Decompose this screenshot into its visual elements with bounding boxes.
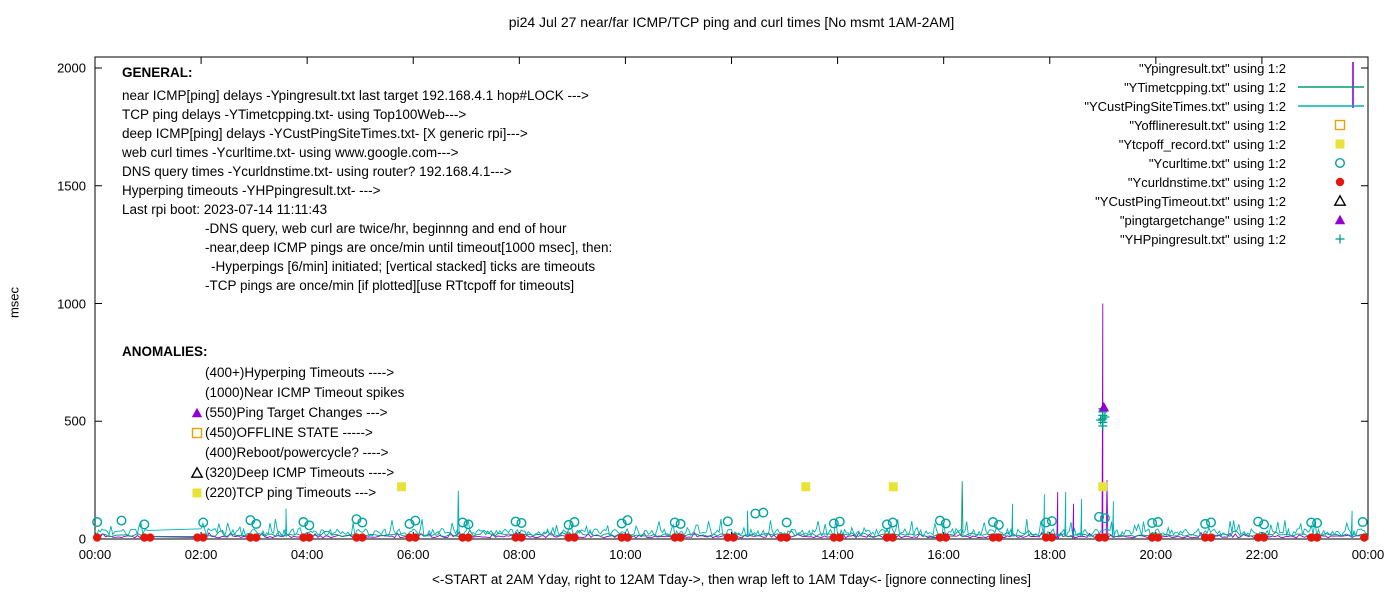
x-tick-label: 22:00 <box>1245 547 1279 562</box>
anomaly-text: (320)Deep ICMP Timeouts ----> <box>205 464 395 480</box>
anomaly-text: (1000)Near ICMP Timeout spikes <box>205 384 405 400</box>
legend-square-open-sample-icon <box>1334 119 1346 131</box>
anomaly-item: (400)Reboot/powercycle? ----> <box>205 442 404 462</box>
x-tick-label: 04:00 <box>290 547 324 562</box>
general-line: deep ICMP[ping] delays -YCustPingSiteTim… <box>122 126 528 141</box>
legend-entry: "Ycurltime.txt" using 1:2 <box>1149 154 1366 172</box>
legend-circle-open-sample-icon <box>1335 157 1346 169</box>
x-tick-label: 12:00 <box>715 547 748 562</box>
general-line: TCP ping delays -YTimetcpping.txt- using… <box>122 107 467 122</box>
x-tick-label: 10:00 <box>609 547 642 562</box>
legend-triangle-filled-sample-icon <box>1334 214 1346 225</box>
triangle-open-icon <box>190 466 204 478</box>
anomaly-item: (450)OFFLINE STATE -----> <box>191 422 404 442</box>
anomaly-text: (550)Ping Target Changes ---> <box>205 404 388 420</box>
anomaly-text: (400+)Hyperping Timeouts ----> <box>205 364 395 380</box>
legend-entry: "Yofflineresult.txt" using 1:2 <box>1129 116 1366 134</box>
x-tick-label: 08:00 <box>503 547 536 562</box>
anomalies-list: (400+)Hyperping Timeouts ----> (1000)Near… <box>190 362 404 502</box>
x-tick-label: 16:00 <box>927 547 960 562</box>
legend-entry: "YTimetcpping.txt" using 1:2 <box>1124 78 1366 96</box>
legend-entry: "Ycurldnstime.txt" using 1:2 <box>1128 173 1366 191</box>
legend-label: "Yofflineresult.txt" using 1:2 <box>1129 117 1286 133</box>
legend-entry: "YCustPingTimeout.txt" using 1:2 <box>1095 192 1366 210</box>
general-line: Hyperping timeouts -YHPpingresult.txt- -… <box>122 183 381 198</box>
y-tick-label: 2000 <box>57 60 86 76</box>
x-tick-label: 14:00 <box>821 547 854 562</box>
general-line: Last rpi boot: 2023-07-14 11:11:43 <box>122 202 328 217</box>
general-line: web curl times -Ycurltime.txt- using www… <box>122 145 459 160</box>
anomaly-item: (400+)Hyperping Timeouts ----> <box>205 362 404 382</box>
anomaly-item: (220)TCP ping Timeouts ---> <box>192 482 404 502</box>
x-tick-label: 06:00 <box>396 547 430 562</box>
legend-entry: "Ytcpoff_record.txt" using 1:2 <box>1119 135 1366 153</box>
y-tick-label: 500 <box>64 413 86 429</box>
legend-label: "pingtargetchange" using 1:2 <box>1119 212 1286 228</box>
legend-entry: "YCustPingSiteTimes.txt" using 1:2 <box>1084 97 1366 115</box>
triangle-filled-icon <box>191 407 203 418</box>
x-tick-label: 00:00 <box>78 547 112 562</box>
chart-title: pi24 Jul 27 near/far ICMP/TCP ping and c… <box>508 14 955 30</box>
legend-square-filled-sample-icon <box>1335 139 1345 149</box>
legend-label: "YCustPingSiteTimes.txt" using 1:2 <box>1084 98 1286 114</box>
general-line: -Hyperpings [6/min] initiated; [vertical… <box>211 259 596 274</box>
legend-impulse-sample-icon <box>1292 59 1366 77</box>
general-line: -near,deep ICMP pings are once/min until… <box>205 240 613 255</box>
anomalies-heading: ANOMALIES: <box>122 344 208 359</box>
legend-entry: "Ypingresult.txt" using 1:2 <box>1139 59 1366 77</box>
x-tick-label: 02:00 <box>184 547 218 562</box>
x-tick-label: 20:00 <box>1139 547 1173 562</box>
legend-label: "YTimetcpping.txt" using 1:2 <box>1124 79 1286 95</box>
general-line: -DNS query, web curl are twice/hr, begin… <box>205 221 567 236</box>
x-tick-label: 00:00 <box>1351 547 1385 562</box>
general-line: -TCP pings are once/min [if plotted][use… <box>205 278 575 293</box>
y-tick-label: 0 <box>78 531 86 547</box>
square-filled-icon <box>192 488 202 498</box>
anomaly-item: (320)Deep ICMP Timeouts ----> <box>190 462 404 482</box>
anomaly-item: (1000)Near ICMP Timeout spikes <box>205 382 404 402</box>
general-notes: near ICMP[ping] delays -Ypingresult.txt … <box>122 86 612 295</box>
legend-line-sample-icon <box>1298 105 1364 107</box>
anomaly-text: (220)TCP ping Timeouts ---> <box>205 484 377 500</box>
y-axis-label: msec <box>6 286 22 319</box>
anomaly-item: (550)Ping Target Changes ---> <box>191 402 404 422</box>
x-tick-label: 18:00 <box>1033 547 1067 562</box>
legend-label: "YHPpingresult.txt" using 1:2 <box>1119 231 1286 247</box>
legend-line-sample-icon <box>1298 86 1364 88</box>
series-line <box>94 481 1369 538</box>
general-line: near ICMP[ping] delays -Ypingresult.txt … <box>122 88 589 103</box>
legend-plus-sample-icon <box>1335 234 1345 244</box>
legend-label: "Ypingresult.txt" using 1:2 <box>1138 60 1286 76</box>
legend-entry: "pingtargetchange" using 1:2 <box>1120 211 1366 229</box>
legend-entry: "YHPpingresult.txt" using 1:2 <box>1120 230 1366 248</box>
anomaly-text: (400)Reboot/powercycle? ----> <box>205 444 389 460</box>
legend-label: "YCustPingTimeout.txt" using 1:2 <box>1095 193 1286 209</box>
general-heading: GENERAL: <box>122 65 193 80</box>
general-line: DNS query times -Ycurldnstime.txt- using… <box>122 164 512 179</box>
legend-label: "Ytcpoff_record.txt" using 1:2 <box>1118 136 1286 152</box>
y-tick-label: 1500 <box>57 178 86 194</box>
series-line <box>94 490 1369 538</box>
legend-circle-filled-sample-icon <box>1335 177 1345 187</box>
legend-label: "Ycurltime.txt" using 1:2 <box>1148 155 1286 171</box>
x-axis-label: <-START at 2AM Yday, right to 12AM Tday-… <box>432 572 1031 587</box>
square-open-icon <box>191 427 203 439</box>
legend-label: "Ycurldnstime.txt" using 1:2 <box>1127 174 1286 190</box>
anomaly-text: (450)OFFLINE STATE -----> <box>205 424 373 440</box>
legend-triangle-open-sample-icon <box>1333 194 1347 206</box>
y-tick-label: 1000 <box>57 296 86 311</box>
